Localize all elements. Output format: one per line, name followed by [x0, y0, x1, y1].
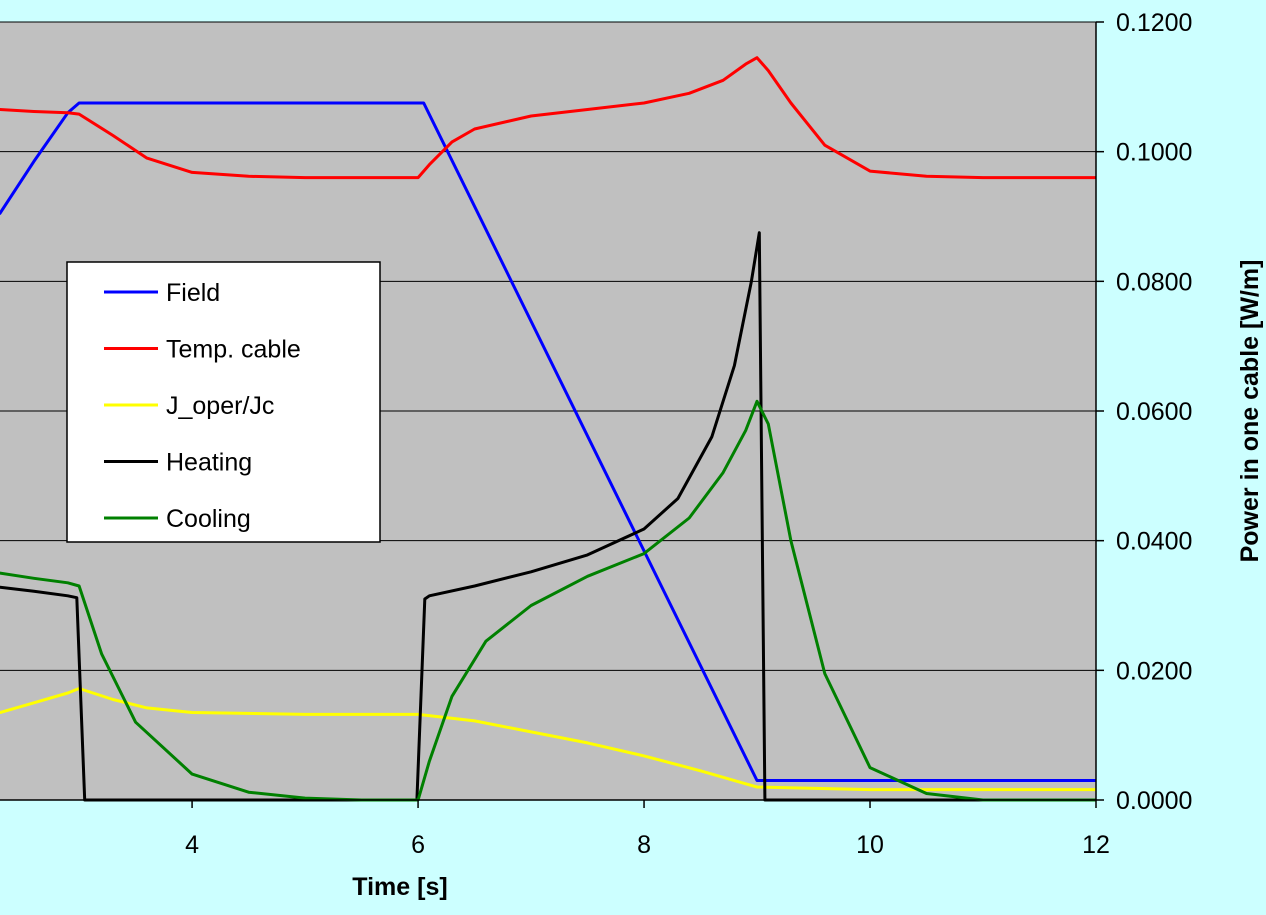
y2-axis-title: Power in one cable [W/m] [1236, 260, 1264, 563]
y2-tick-label: 0.1200 [1116, 9, 1192, 37]
y2-tick-label: 0.0800 [1116, 268, 1192, 296]
series-line-field [0, 101, 1096, 782]
legend-label: J_oper/Jc [166, 392, 274, 420]
series-line-temp-cable [0, 56, 1096, 180]
series-line-cooling [0, 399, 1096, 802]
y2-tick-label: 0.0000 [1116, 787, 1192, 815]
x-tick-label: 6 [411, 831, 425, 859]
legend-label: Field [166, 279, 220, 307]
x-tick-label: 10 [856, 831, 884, 859]
legend-label: Cooling [166, 505, 251, 533]
axes: 0.0000 0.0200 0.0400 0.0600 0.0800 0.1000 0.12… [0, 9, 1192, 859]
x-axis-title: Time [s] [352, 873, 447, 901]
series-group [0, 56, 1096, 802]
x-tick-label: 4 [185, 831, 199, 859]
x-tick-label: 12 [1082, 831, 1110, 859]
legend-label: Heating [166, 449, 252, 477]
legend-label: Temp. cable [166, 336, 301, 364]
y2-tick-label: 0.0600 [1116, 398, 1192, 426]
x-tick-label: 8 [637, 831, 651, 859]
series-line-j-oper-jc [0, 687, 1096, 792]
legend: Field Temp. cable J_oper/Jc Heating Cooling [66, 261, 381, 543]
series-line-heating [0, 231, 1096, 802]
y2-tick-label: 0.1000 [1116, 139, 1192, 167]
y2-tick-label: 0.0200 [1116, 657, 1192, 685]
y2-tick-label: 0.0400 [1116, 528, 1192, 556]
legend-box [66, 261, 381, 543]
